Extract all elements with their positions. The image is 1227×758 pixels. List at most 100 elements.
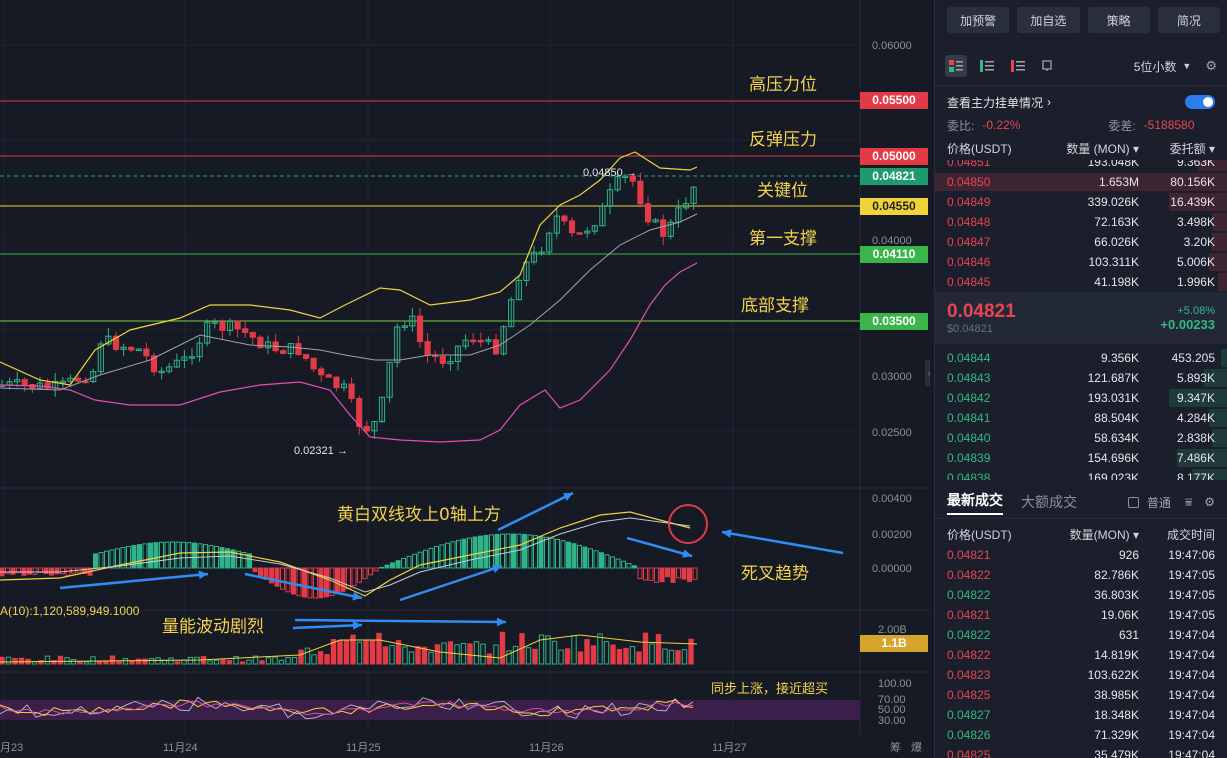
macd-bar [192, 542, 197, 569]
volume-bar [551, 640, 558, 665]
header-amount[interactable]: 委托额 ▾ [1169, 141, 1215, 156]
volume-bar [233, 655, 239, 665]
arrow-head [352, 621, 362, 630]
annotation-arrow [721, 530, 844, 555]
bid-row[interactable]: 0.04841 88.504K 4.284K [935, 408, 1227, 428]
candle-body [546, 232, 553, 253]
depth-icon[interactable] [1038, 55, 1060, 77]
candle-body [622, 175, 629, 179]
bid-row[interactable]: 0.04844 9.356K 453.205 [935, 348, 1227, 368]
macd-bar [291, 567, 296, 595]
macd-bar [417, 551, 423, 569]
ask-qty: 103.311K [1088, 255, 1140, 269]
macd-bar [285, 567, 291, 593]
volume-bar [337, 640, 343, 665]
settings-icon[interactable]: ⚙ [1205, 58, 1217, 73]
macd-bar [676, 567, 681, 579]
trade-price: 0.04821 [947, 608, 991, 622]
macd-bar [137, 544, 142, 569]
macd-dif-line [0, 511, 691, 597]
volume-bar [142, 658, 148, 665]
volume-bar [317, 651, 324, 665]
ask-row[interactable]: 0.04845 41.198K 1.996K [935, 272, 1227, 292]
bid-row[interactable]: 0.04840 58.634K 2.838K [935, 428, 1227, 448]
trade-time: 19:47:04 [1168, 668, 1215, 682]
volume-bar [291, 657, 298, 665]
macd-bar [104, 550, 109, 569]
macd-bar [60, 567, 65, 575]
tab-large-trades[interactable]: 大额成交 [1021, 494, 1077, 510]
candle-body [470, 339, 477, 343]
chart-area[interactable]: 0.06000 0.04000 0.03000 0.02500 0.00400 0.002… [0, 0, 930, 758]
ask-qty: 339.026K [1087, 195, 1139, 209]
volume-bar [376, 632, 382, 665]
main-orders-row[interactable]: 查看主力挂单情况 › [935, 90, 1227, 114]
volume-bar [122, 658, 129, 665]
candlestick-chart[interactable]: 0.06000 0.04000 0.03000 0.02500 0.00400 0.002… [0, 0, 930, 758]
ask-row[interactable]: 0.04850 1.653M 80.156K [935, 172, 1227, 192]
volume-bar [187, 656, 194, 665]
candle-body [591, 225, 598, 232]
candle-body [264, 341, 272, 349]
bid-price: 0.04839 [947, 451, 991, 465]
candle-body [416, 315, 424, 343]
tab-latest-trades[interactable]: 最新成交 [947, 490, 1003, 515]
candle-body [112, 335, 120, 350]
main-orders-label: 查看主力挂单情况 [947, 95, 1044, 110]
macd-bar [252, 567, 258, 573]
volume-bar [473, 641, 480, 665]
book-asks-icon[interactable] [1007, 55, 1029, 77]
volume-bar [681, 649, 688, 665]
settings-icon[interactable]: ⚙ [1204, 495, 1215, 509]
bid-row[interactable]: 0.04839 154.696K 7.486K [935, 448, 1227, 468]
book-bids-icon[interactable] [976, 55, 998, 77]
add-alert-button[interactable]: 加预警 [947, 7, 1010, 33]
note-key-level: 关键位 [757, 181, 808, 201]
macd-bar [5, 567, 10, 574]
bid-row[interactable]: 0.04842 193.031K 9.347K [935, 388, 1227, 408]
candle-body [401, 325, 408, 328]
main-orders-toggle[interactable] [1185, 95, 1215, 109]
volume-bar [343, 640, 350, 665]
arrow-head [198, 570, 208, 580]
macd-bar [390, 562, 395, 569]
ask-row[interactable]: 0.04851 193.048K 9.363K [935, 160, 1227, 172]
bid-row[interactable]: 0.04838 169.023K 8.177K [935, 468, 1227, 480]
macd-bar [544, 536, 549, 569]
ask-row[interactable]: 0.04847 66.026K 3.20K [935, 232, 1227, 252]
macd-bar [230, 549, 236, 569]
candle-body [629, 175, 636, 182]
trade-qty: 631 [1118, 628, 1139, 642]
bid-price: 0.04842 [947, 391, 991, 405]
annotation-arrow [244, 572, 363, 600]
ask-qty: 1.653M [1098, 175, 1139, 189]
x-tick-label: 11月24 [163, 742, 198, 754]
macd-bar [175, 541, 181, 569]
strategy-button[interactable]: 策略 [1087, 7, 1150, 33]
macd-bar [582, 546, 588, 569]
collapse-handle-icon[interactable]: › [925, 360, 930, 386]
volume-bar [168, 657, 174, 665]
trades-header-qty[interactable]: 数量(MON) ▾ [1069, 527, 1139, 542]
header-qty[interactable]: 数量 (MON) ▾ [1066, 141, 1139, 156]
volume-bar [454, 644, 460, 665]
bid-row[interactable]: 0.04843 121.687K 5.893K [935, 368, 1227, 388]
filter-icon[interactable]: ⩸ [1184, 494, 1193, 509]
ask-price: 0.04850 [947, 175, 991, 189]
candle-body [74, 377, 82, 382]
add-watchlist-button[interactable]: 加自选 [1017, 7, 1080, 33]
ask-row[interactable]: 0.04848 72.163K 3.498K [935, 212, 1227, 232]
rsi-tick-label: 100.00 [878, 678, 912, 690]
volume-bar [350, 634, 356, 665]
candle-body [295, 343, 302, 356]
volume-bar [525, 647, 532, 665]
trade-row: 0.04822 36.803K 19:47:05 [935, 585, 1227, 605]
ask-row[interactable]: 0.04849 339.026K 16.439K [935, 192, 1227, 212]
book-both-icon[interactable] [945, 55, 967, 77]
normal-checkbox[interactable] [1127, 496, 1139, 508]
decimal-select[interactable]: 5位小数 ▼ ⚙ [1134, 58, 1217, 75]
trades-header: 价格(USDT) 数量(MON) ▾ 成交时间 [935, 523, 1227, 545]
volume-bar [662, 648, 668, 665]
overview-button[interactable]: 简况 [1157, 7, 1220, 33]
ask-row[interactable]: 0.04846 103.311K 5.006K [935, 252, 1227, 272]
